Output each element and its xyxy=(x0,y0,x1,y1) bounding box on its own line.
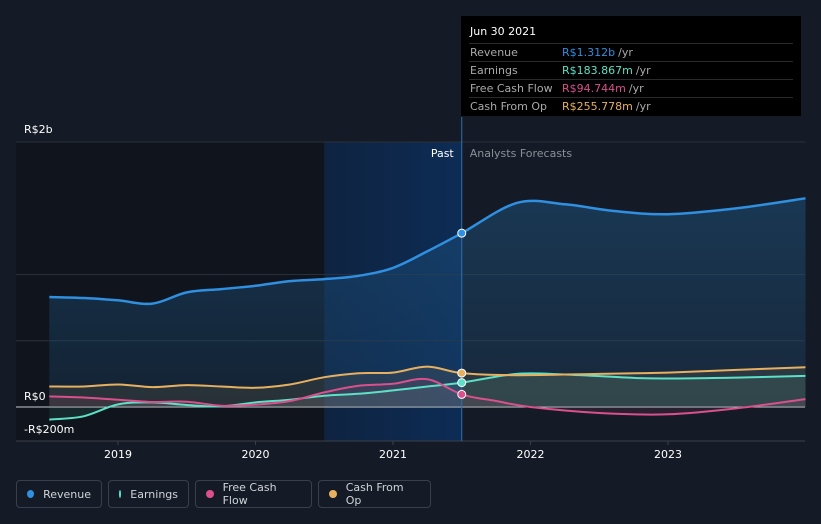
y-tick-label: -R$200m xyxy=(24,423,74,436)
free-cash-flow-line xyxy=(49,377,806,416)
legend-revenue-button[interactable]: Revenue xyxy=(16,480,102,508)
legend-earnings-button[interactable]: Earnings xyxy=(108,480,189,508)
tooltip-unit: /yr xyxy=(618,46,633,59)
x-tick-label: 2019 xyxy=(104,448,132,461)
tooltip-date: Jun 30 2021 xyxy=(470,25,537,38)
cash-from-op-line xyxy=(49,365,806,389)
tooltip-unit: /yr xyxy=(635,64,651,77)
tooltip-row-revenue: Revenue R$1.312b /yr xyxy=(469,43,793,61)
tooltip-label: Cash From Op xyxy=(470,100,548,113)
tooltip-row-cash-from-op: Cash From Op R$255.778m /yr xyxy=(469,97,793,115)
legend-dot-icon xyxy=(27,490,35,498)
earnings-marker xyxy=(457,378,467,388)
tooltip: Jun 30 2021 Revenue R$1.312b /yr Earning… xyxy=(461,16,801,116)
series-lines xyxy=(49,197,806,421)
series-markers xyxy=(457,228,467,399)
tooltip-row-free-cash-flow: Free Cash Flow R$94.744m /yr xyxy=(469,79,793,97)
tooltip-value: R$255.778m xyxy=(562,100,633,113)
revenue-line xyxy=(49,197,806,306)
tooltip-value: R$183.867m xyxy=(562,64,633,77)
x-tick-label: 2023 xyxy=(654,448,682,461)
x-tick-label: 2020 xyxy=(242,448,270,461)
y-tick-label: R$0 xyxy=(24,390,46,403)
earnings-area xyxy=(49,373,806,420)
x-tick-label: 2022 xyxy=(517,448,545,461)
revenue-marker xyxy=(457,228,467,238)
legend-cash-from-op-button[interactable]: Cash From Op xyxy=(318,480,431,508)
legend-free-cash-flow-button[interactable]: Free Cash Flow xyxy=(195,480,312,508)
forecast-label: Analysts Forecasts xyxy=(470,147,573,160)
tooltip-label: Revenue xyxy=(470,46,518,59)
legend: Revenue Earnings Free Cash Flow Cash Fro… xyxy=(16,480,437,508)
legend-dot-icon xyxy=(206,490,214,498)
legend-label: Free Cash Flow xyxy=(222,481,277,507)
x-tick-label: 2021 xyxy=(379,448,407,461)
legend-label: Revenue xyxy=(43,487,91,501)
legend-dot-icon xyxy=(329,490,337,498)
legend-label: Earnings xyxy=(130,487,178,501)
y-axis-labels: R$2b R$0 -R$200m xyxy=(24,123,74,436)
legend-label: Cash From Op xyxy=(345,481,404,507)
cash-from-op-marker xyxy=(457,368,467,378)
tooltip-unit: /yr xyxy=(628,82,644,95)
tooltip-value: R$94.744m xyxy=(562,82,626,95)
free-cash-flow-marker xyxy=(457,389,467,399)
x-axis-labels: 2019 2020 2021 2022 2023 xyxy=(104,441,682,461)
legend-dot-icon xyxy=(119,490,122,498)
tooltip-value: R$1.312b xyxy=(562,46,616,59)
tooltip-label: Free Cash Flow xyxy=(470,82,553,95)
tooltip-label: Earnings xyxy=(470,64,518,77)
y-tick-label: R$2b xyxy=(24,123,53,136)
tooltip-row-earnings: Earnings R$183.867m /yr xyxy=(469,61,793,79)
tooltip-unit: /yr xyxy=(635,100,651,113)
revenue-area xyxy=(49,198,806,407)
past-label: Past xyxy=(431,147,455,160)
